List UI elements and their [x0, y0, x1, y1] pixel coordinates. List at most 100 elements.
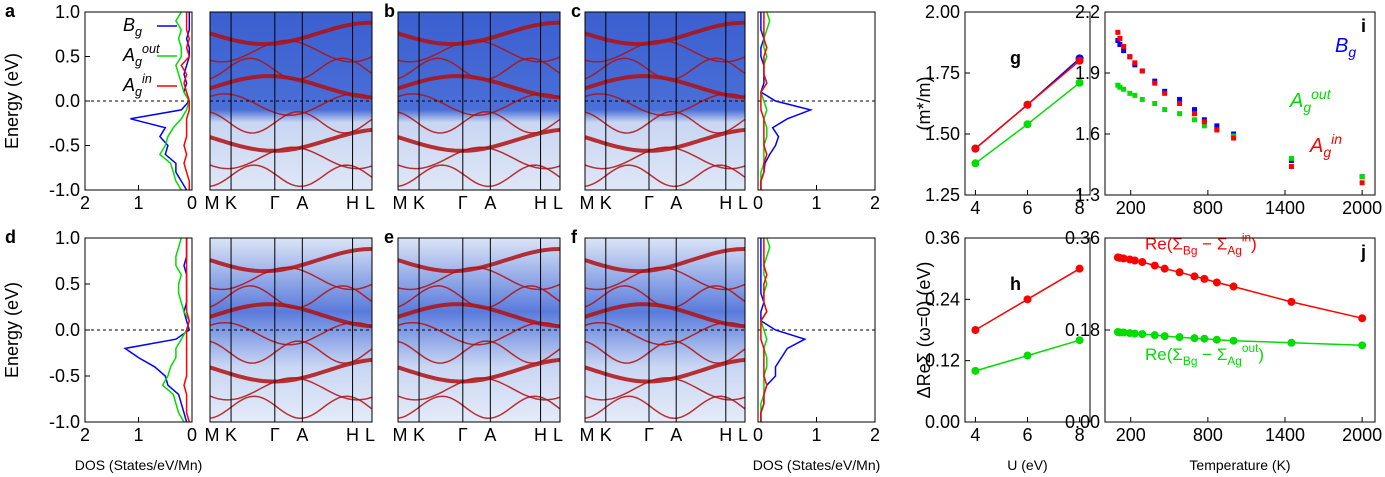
k-label: L [553, 193, 563, 213]
y-tick-label: 1.25 [925, 185, 960, 205]
point [1023, 100, 1032, 109]
k-label: A [296, 193, 308, 213]
band [209, 110, 373, 134]
band [584, 340, 746, 364]
x-tick-label: 1 [133, 425, 143, 445]
band [584, 164, 746, 188]
x-tick-label: 1 [811, 193, 821, 213]
y-tick-label: 0.5 [55, 274, 80, 294]
legend-label: Bg [123, 15, 142, 39]
band [209, 74, 373, 100]
legend-label: Agout [1289, 86, 1332, 115]
x-tick-label: 800 [1193, 198, 1223, 218]
x-axis-title: U (eV) [1007, 457, 1047, 473]
point [1117, 84, 1123, 90]
x-tick-label: 2 [870, 193, 880, 213]
band [584, 110, 746, 134]
plot-frame [84, 237, 193, 423]
label-part: Ag [1227, 243, 1242, 257]
point [1201, 119, 1207, 125]
label-part: g [135, 85, 142, 99]
point [1075, 336, 1084, 345]
x-tick-label: 6 [1022, 425, 1032, 445]
y-tick-label: 0.18 [1065, 320, 1100, 340]
point [1200, 334, 1209, 343]
series-label: Re(ΣBg − ΣAgin) [1145, 230, 1257, 257]
point [971, 144, 980, 153]
y-axis-title: Energy (eV) [2, 53, 22, 149]
point [1023, 351, 1032, 360]
x-axis-title: DOS (States/eV/Mn) [753, 457, 881, 473]
label-part: B [123, 15, 135, 35]
panel-label: d [5, 227, 16, 247]
band [397, 110, 561, 134]
k-label: Γ [458, 425, 468, 445]
point [1121, 44, 1127, 50]
dos-curve [183, 238, 191, 423]
point [1152, 80, 1158, 86]
point [1138, 258, 1147, 267]
band [209, 340, 373, 364]
point [1075, 78, 1084, 87]
x-axis-title: Temperature (K) [1189, 457, 1290, 473]
y-tick-label: 0.5 [55, 47, 80, 67]
k-label: Γ [458, 193, 468, 213]
point [1152, 101, 1158, 106]
panel-label: j [1360, 242, 1366, 262]
x-tick-label: 2000 [1342, 198, 1382, 218]
point [1214, 123, 1220, 129]
k-label: K [413, 425, 425, 445]
band [209, 127, 373, 153]
x-tick-label: 2 [80, 193, 90, 213]
x-axis-title: DOS (States/eV/Mn) [75, 457, 203, 473]
k-label: K [600, 193, 612, 213]
x-tick-label: 200 [1116, 425, 1146, 445]
band [397, 127, 561, 153]
point [1117, 42, 1123, 48]
label-part: g [1348, 44, 1356, 60]
y-tick-label: 0.36 [1065, 228, 1100, 248]
point [1150, 331, 1159, 340]
point [1358, 341, 1367, 350]
point [1127, 54, 1133, 60]
series-label: Re(ΣBg − ΣAgout) [1145, 341, 1264, 368]
point [1162, 107, 1168, 113]
y-tick-label: 0.0 [55, 91, 80, 111]
point [1119, 328, 1128, 337]
plot-frame [584, 11, 746, 191]
k-label: M [205, 425, 220, 445]
band [209, 93, 373, 116]
legend-label: Agin [122, 72, 152, 99]
label-part: A [122, 75, 135, 95]
band [584, 93, 746, 116]
label-part: ) [1258, 345, 1264, 364]
plot-frame [1104, 237, 1376, 423]
k-label: H [719, 193, 732, 213]
point [1177, 96, 1183, 102]
band [584, 74, 746, 100]
band [584, 39, 746, 63]
k-label: Γ [270, 425, 280, 445]
k-label: A [484, 193, 496, 213]
band [397, 39, 561, 63]
point [1119, 254, 1128, 263]
k-label: Γ [270, 193, 280, 213]
point [1150, 261, 1159, 270]
k-label: A [484, 425, 496, 445]
label-part: out [1242, 341, 1259, 355]
band [209, 357, 373, 384]
plot-frame [209, 237, 373, 423]
band [584, 127, 746, 153]
legend-label: Bg [1335, 35, 1356, 60]
k-label: L [738, 425, 748, 445]
k-label: K [225, 425, 237, 445]
y-tick-label: 1.0 [55, 2, 80, 22]
x-tick-label: 0 [753, 193, 763, 213]
point [1139, 96, 1145, 102]
label-part: Bg [1183, 354, 1198, 368]
band [584, 302, 746, 329]
x-tick-label: 2000 [1342, 425, 1382, 445]
point [1288, 164, 1294, 170]
point [1229, 282, 1238, 291]
